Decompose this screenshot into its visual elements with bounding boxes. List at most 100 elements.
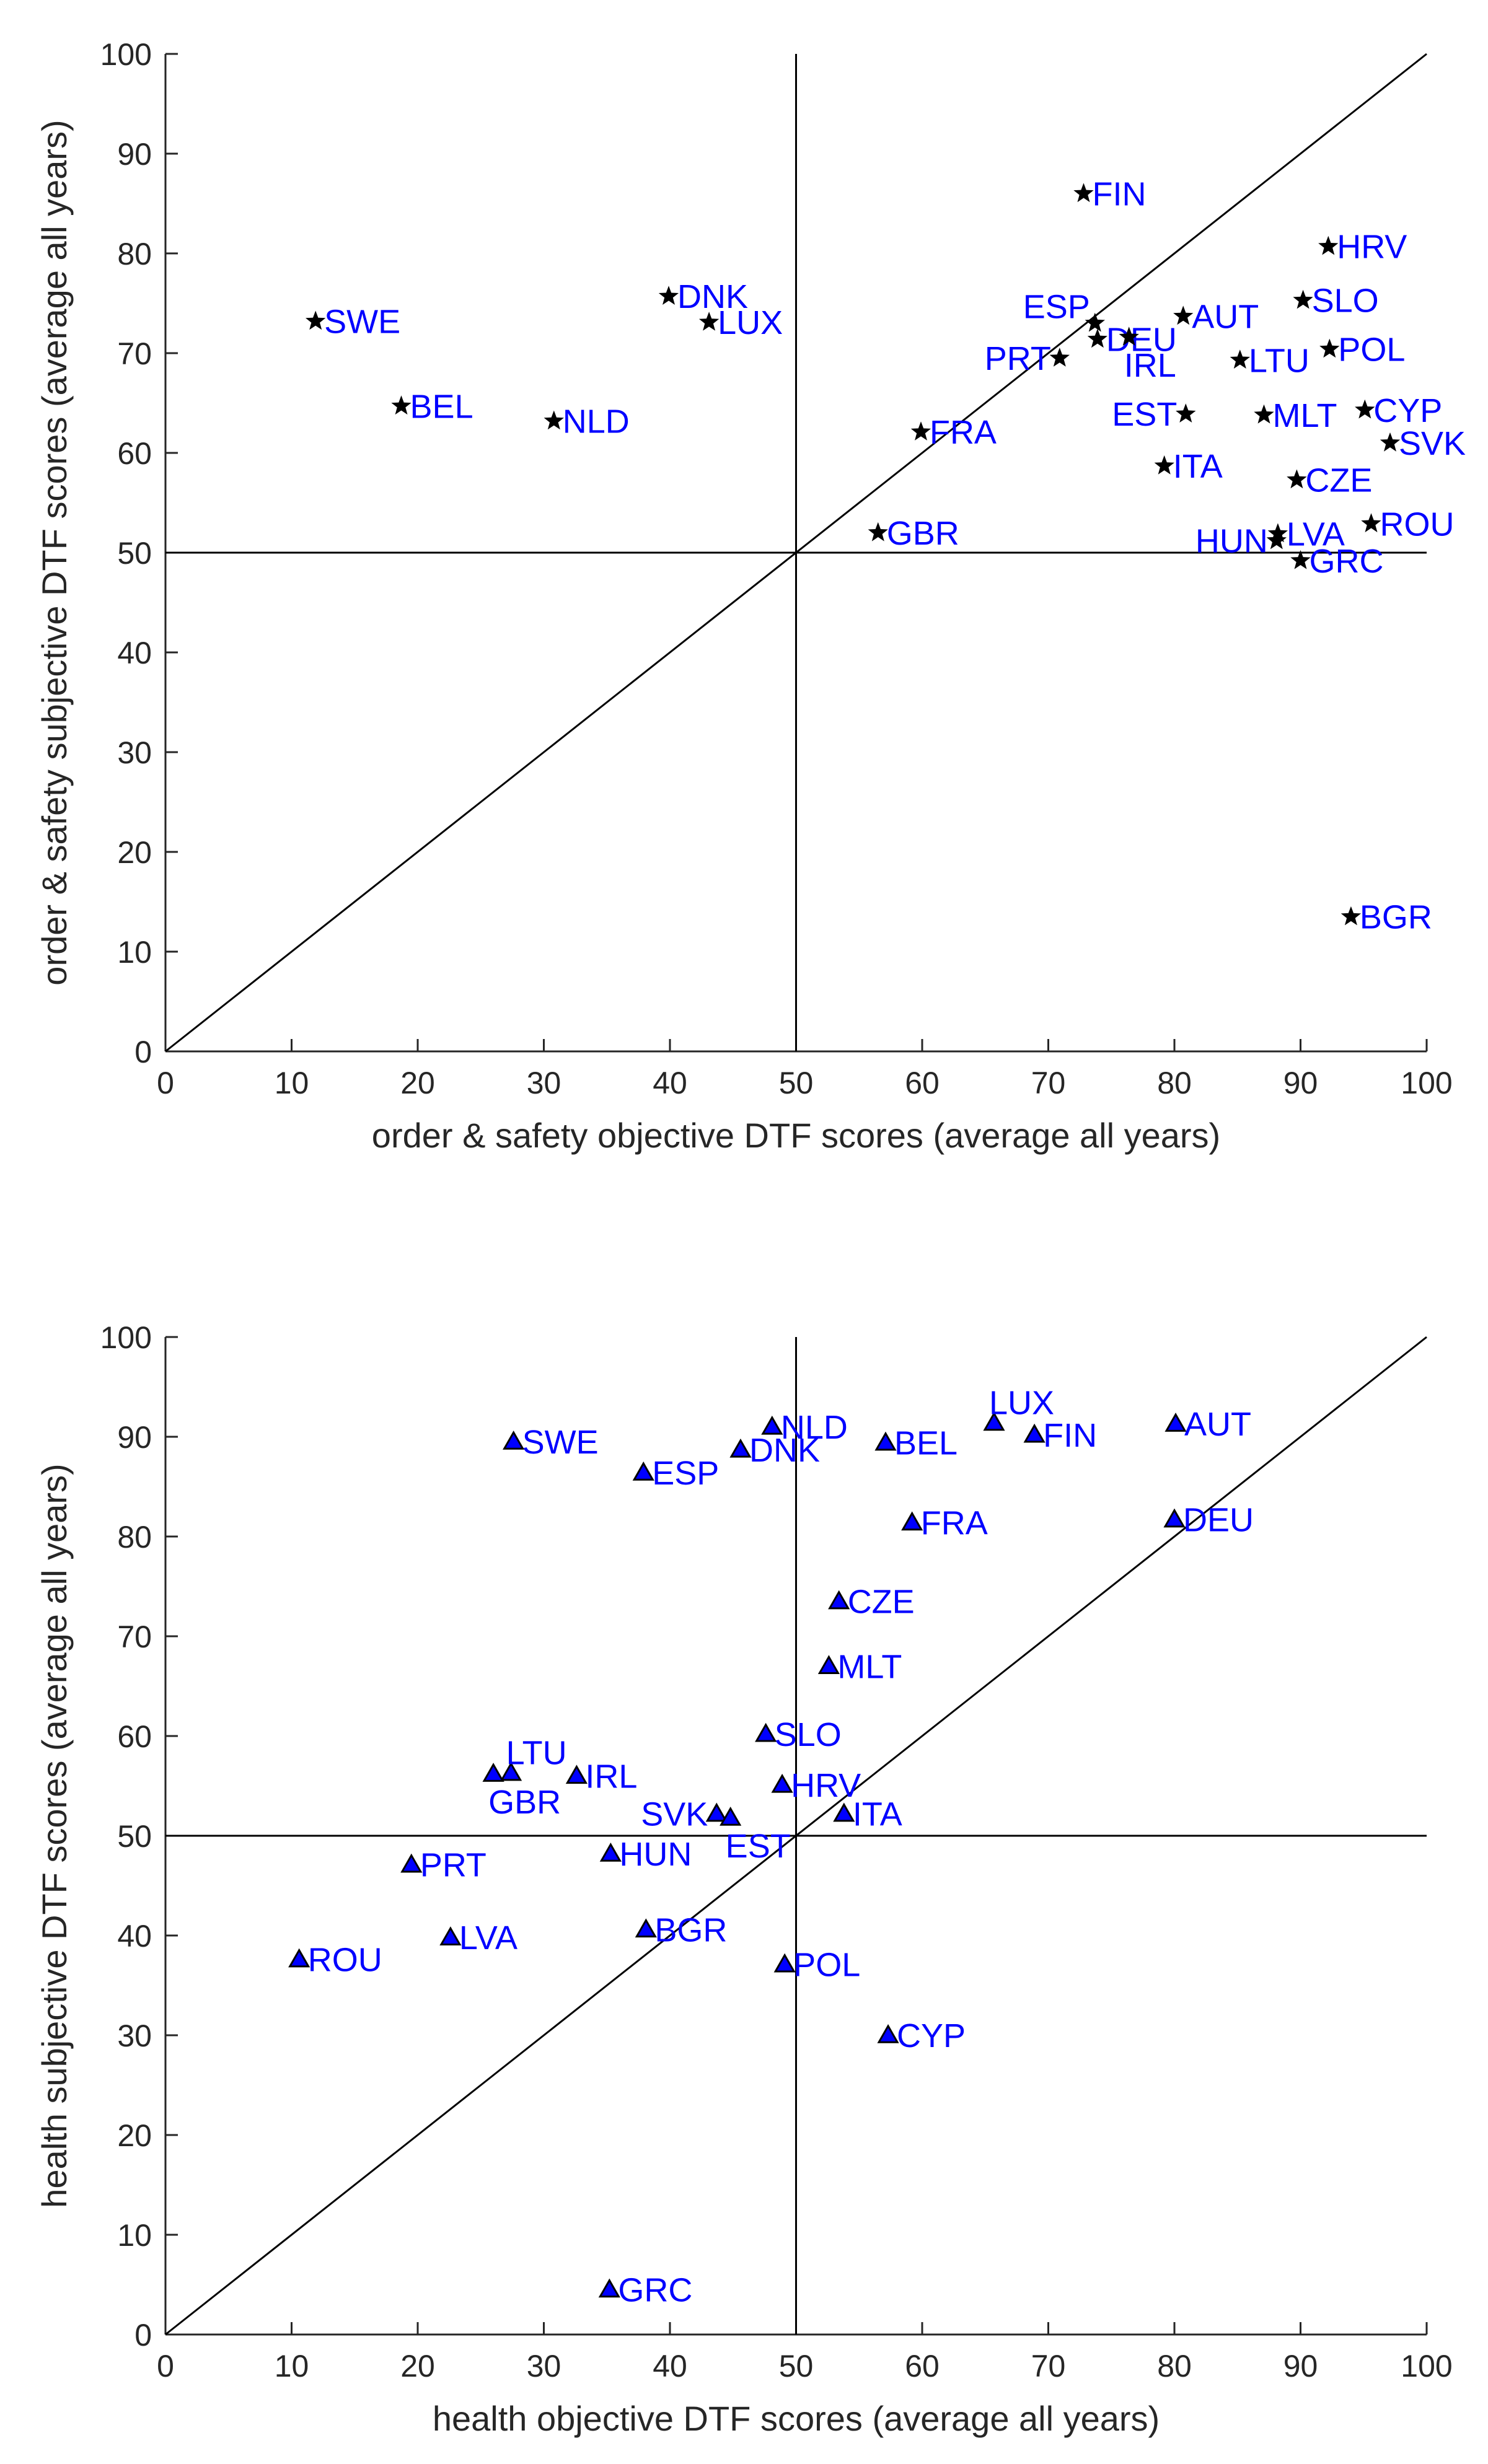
y-tick-label: 100 xyxy=(100,1320,152,1355)
point-label-lux: LUX xyxy=(718,304,783,341)
point-label-svk: SVK xyxy=(641,1796,708,1833)
point-marker-ltu xyxy=(500,1761,522,1781)
point-label-rou: ROU xyxy=(1380,506,1454,543)
y-tick-label: 60 xyxy=(117,1719,152,1754)
x-tick-label: 50 xyxy=(779,2349,814,2383)
y-tick-label: 80 xyxy=(117,237,152,271)
y-tick-label: 100 xyxy=(100,37,152,72)
y-tick-label: 50 xyxy=(117,1819,152,1854)
point-marker-svk xyxy=(1380,432,1401,452)
point-label-cyp: CYP xyxy=(1373,392,1442,429)
point-marker-aut xyxy=(1173,305,1194,325)
point-marker-hun xyxy=(1266,530,1287,550)
point-label-ita: ITA xyxy=(1173,448,1223,485)
point-label-fra: FRA xyxy=(921,1504,988,1541)
point-label-gbr: GBR xyxy=(488,1784,561,1821)
point-marker-pol xyxy=(1319,338,1340,358)
point-label-aut: AUT xyxy=(1192,298,1259,335)
point-label-prt: PRT xyxy=(420,1847,486,1884)
y-tick-label: 20 xyxy=(117,2118,152,2153)
y-tick-label: 0 xyxy=(134,1035,152,1069)
point-marker-cze xyxy=(1287,469,1307,489)
x-tick-label: 50 xyxy=(779,1066,814,1100)
point-label-pol: POL xyxy=(1338,331,1405,369)
point-label-hun: HUN xyxy=(619,1836,692,1873)
chart-health: 0 10 20 30 40 50 60 70 80 90 100 0 10 20 30 40 50 60 70 80 9… xyxy=(35,1320,1453,2438)
point-label-esp: ESP xyxy=(1023,289,1090,326)
point-label-ita: ITA xyxy=(853,1796,902,1833)
point-label-dnk: DNK xyxy=(749,1432,820,1469)
point-label-deu: DEU xyxy=(1106,321,1177,358)
x-tick-label: 30 xyxy=(527,2349,561,2383)
x-tick-label: 80 xyxy=(1157,1066,1192,1100)
point-label-nld: NLD xyxy=(563,403,630,440)
y-tick-label: 10 xyxy=(117,935,152,970)
point-marker-rou xyxy=(288,1948,310,1968)
y-tick-label: 0 xyxy=(134,2318,152,2352)
point-marker-nld xyxy=(761,1415,783,1435)
point-marker-dnk xyxy=(658,286,679,305)
point-label-cyp: CYP xyxy=(897,2017,966,2054)
point-marker-fra xyxy=(910,421,931,441)
point-marker-fin xyxy=(1023,1423,1046,1443)
x-tick-label: 0 xyxy=(157,1066,174,1100)
x-tick-label: 30 xyxy=(527,1066,561,1100)
point-marker-swe xyxy=(306,310,326,330)
point-label-est: EST xyxy=(1112,396,1177,433)
point-marker-prt xyxy=(1049,348,1070,367)
point-marker-gbr xyxy=(482,1763,504,1782)
x-tick-label: 60 xyxy=(905,1066,940,1100)
point-label-bgr: BGR xyxy=(1360,899,1432,936)
y-tick-label: 10 xyxy=(117,2218,152,2253)
point-marker-irl xyxy=(1119,327,1139,346)
point-marker-fin xyxy=(1073,183,1094,203)
x-tick-label: 40 xyxy=(653,2349,687,2383)
point-label-pol: POL xyxy=(793,1947,860,1984)
x-tick-label: 100 xyxy=(1401,2349,1452,2383)
y-tick-label: 30 xyxy=(117,2019,152,2053)
point-label-cze: CZE xyxy=(1305,462,1372,499)
point-label-ltu: LTU xyxy=(506,1735,567,1772)
x-tick-label: 70 xyxy=(1031,2349,1066,2383)
point-marker-nld xyxy=(544,410,564,430)
point-marker-mlt xyxy=(1254,404,1274,424)
point-label-bel: BEL xyxy=(894,1425,958,1462)
point-label-grc: GRC xyxy=(618,2272,692,2309)
point-label-ltu: LTU xyxy=(1249,342,1310,379)
point-marker-pol xyxy=(773,1953,796,1973)
point-marker-hrv xyxy=(1318,235,1339,255)
point-label-slo: SLO xyxy=(1312,283,1379,320)
x-tick-label: 40 xyxy=(653,1066,687,1100)
point-label-prt: PRT xyxy=(985,340,1051,377)
point-marker-est xyxy=(720,1806,742,1826)
point-label-bgr: BGR xyxy=(654,1911,727,1949)
point-marker-lux xyxy=(983,1411,1005,1431)
point-marker-deu xyxy=(1087,328,1107,348)
point-marker-slo xyxy=(755,1722,777,1742)
y-tick-label: 30 xyxy=(117,735,152,770)
y-tick-label: 70 xyxy=(117,1620,152,1654)
diagonal-reference-line xyxy=(165,53,1427,1053)
point-label-lva: LVA xyxy=(459,1919,517,1957)
point-marker-lva xyxy=(1267,523,1288,543)
point-label-est: EST xyxy=(726,1828,791,1865)
point-label-hrv: HRV xyxy=(1337,229,1407,266)
point-label-aut: AUT xyxy=(1184,1406,1251,1443)
point-marker-hrv xyxy=(771,1773,793,1793)
chart-order-safety: 0 10 20 30 40 50 60 70 80 90 100 0 10 20 30 40 50 60 70 80 9… xyxy=(35,37,1466,1155)
point-marker-cyp xyxy=(877,2023,899,2043)
point-label-deu: DEU xyxy=(1183,1502,1254,1539)
point-label-irl: IRL xyxy=(1124,347,1176,384)
point-marker-bel xyxy=(874,1431,897,1451)
x-axis-label: order & safety objective DTF scores (ave… xyxy=(372,1116,1220,1155)
y-tick-label: 90 xyxy=(117,1420,152,1455)
point-marker-grc xyxy=(598,2278,620,2298)
point-marker-esp xyxy=(1085,312,1105,332)
point-label-fra: FRA xyxy=(930,414,997,451)
x-tick-label: 10 xyxy=(275,2349,309,2383)
point-marker-ita xyxy=(833,1802,855,1822)
y-tick-label: 20 xyxy=(117,835,152,870)
point-marker-mlt xyxy=(817,1655,840,1675)
